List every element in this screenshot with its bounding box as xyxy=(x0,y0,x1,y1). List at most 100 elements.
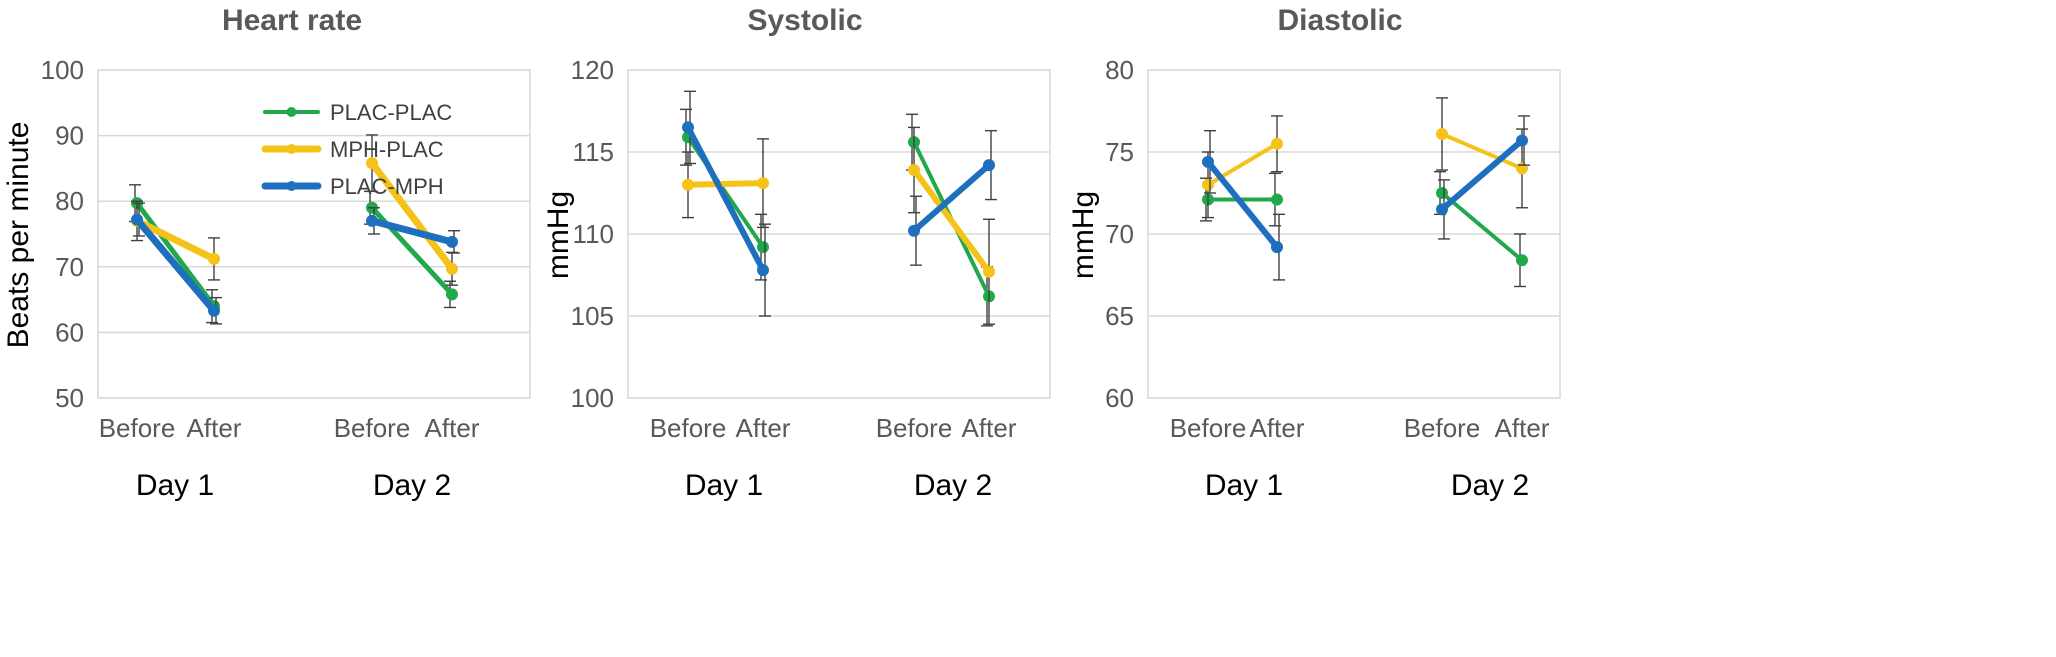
series-plac-plac xyxy=(129,184,458,324)
series-plac-mph xyxy=(682,90,997,317)
y-axis-label: mmHg xyxy=(1067,191,1100,279)
series-line xyxy=(368,159,456,273)
x-tick-label: After xyxy=(187,413,242,443)
y-tick-label: 120 xyxy=(571,55,614,85)
series-line xyxy=(685,180,766,188)
data-point xyxy=(208,304,220,317)
y-axis-label: mmHg xyxy=(542,191,575,279)
x-tick-label: After xyxy=(1250,413,1305,443)
x-tick-label: Before xyxy=(1170,413,1247,443)
y-tick-label: 65 xyxy=(1105,301,1134,331)
chart-panel-2: Systolic mmHg 100 105 110 115 120 Before After Da… xyxy=(542,4,1051,502)
y-tick-label: 100 xyxy=(41,55,84,85)
data-point xyxy=(1271,193,1283,206)
x-tick-label: Before xyxy=(876,413,953,443)
series-line xyxy=(685,124,766,274)
x-tick-label: Before xyxy=(1404,413,1481,443)
y-tick-label: 90 xyxy=(55,121,84,151)
series-plac-mph xyxy=(1202,115,1530,281)
legend-label: PLAC-MPH xyxy=(330,174,444,199)
legend-marker xyxy=(286,107,297,117)
legend-label: MPH-PLAC xyxy=(330,137,444,162)
data-point xyxy=(366,214,378,227)
data-point xyxy=(446,235,458,248)
x-tick-label: After xyxy=(1495,413,1550,443)
x-tick-label: Before xyxy=(99,413,176,443)
legend-marker xyxy=(286,181,297,191)
data-point xyxy=(1516,134,1528,147)
plot-area xyxy=(97,69,531,399)
legend-label: PLAC-PLAC xyxy=(330,100,452,125)
series-line xyxy=(133,217,218,263)
series-plac-plac xyxy=(1200,170,1528,288)
group-label: Day 2 xyxy=(1451,469,1529,502)
data-point xyxy=(366,157,378,170)
y-tick-label: 110 xyxy=(573,219,614,249)
data-point xyxy=(131,213,143,226)
data-point xyxy=(446,288,458,301)
y-tick-label: 60 xyxy=(55,317,84,347)
legend: PLAC-PLAC MPH-PLAC PLAC-MPH xyxy=(261,100,452,199)
plot-area xyxy=(627,69,1051,399)
series-line xyxy=(911,162,992,234)
data-point xyxy=(1436,127,1448,140)
data-point xyxy=(1202,178,1214,191)
x-tick-label: After xyxy=(425,413,480,443)
x-tick-label: After xyxy=(736,413,791,443)
data-point xyxy=(1516,162,1528,175)
data-point xyxy=(757,241,769,254)
data-point xyxy=(682,178,694,191)
series-line xyxy=(133,216,218,315)
series-line xyxy=(368,217,456,246)
group-label: Day 2 xyxy=(373,469,451,502)
group-label: Day 1 xyxy=(1205,469,1283,502)
chart-title: Diastolic xyxy=(1277,4,1402,37)
data-point xyxy=(1202,155,1214,168)
plot-area xyxy=(1147,69,1561,399)
y-tick-label: 115 xyxy=(573,137,614,167)
y-axis-label: Beats per minute xyxy=(2,122,35,349)
chart-title: Systolic xyxy=(747,4,862,37)
y-tick-label: 80 xyxy=(1105,55,1134,85)
data-point xyxy=(1516,254,1528,267)
y-tick-label: 50 xyxy=(55,383,84,413)
data-point xyxy=(682,121,694,134)
series-plac-mph xyxy=(131,202,460,325)
data-point xyxy=(908,164,920,177)
series-line xyxy=(1440,191,1524,263)
data-point xyxy=(983,159,995,172)
y-tick-label: 80 xyxy=(55,186,84,216)
data-point xyxy=(1271,241,1283,254)
data-point xyxy=(757,177,769,190)
x-tick-label: Before xyxy=(650,413,727,443)
group-label: Day 1 xyxy=(136,469,214,502)
data-point xyxy=(208,252,220,265)
data-point xyxy=(908,224,920,237)
y-tick-label: 100 xyxy=(571,383,614,413)
y-tick-label: 60 xyxy=(1105,383,1134,413)
data-point xyxy=(446,262,458,275)
series-line xyxy=(134,200,217,309)
legend-marker xyxy=(286,144,297,154)
group-label: Day 2 xyxy=(914,469,992,502)
y-tick-label: 70 xyxy=(55,252,84,282)
series-mph-plac xyxy=(682,126,995,325)
x-tick-label: Before xyxy=(334,413,411,443)
data-point xyxy=(1436,187,1448,199)
y-tick-label: 75 xyxy=(1105,137,1134,167)
series-line xyxy=(1439,137,1525,213)
series-line xyxy=(911,167,992,275)
y-tick-label: 70 xyxy=(1105,219,1134,249)
chart-panel-1: Heart rate Beats per minute 50 60 70 80 90 100 B… xyxy=(2,4,531,502)
group-label: Day 1 xyxy=(685,469,763,502)
data-point xyxy=(983,265,995,278)
data-point xyxy=(1271,137,1283,150)
x-tick-label: After xyxy=(962,413,1017,443)
data-point xyxy=(1436,203,1448,216)
data-point xyxy=(757,264,769,277)
series-mph-plac xyxy=(131,134,458,286)
chart-title: Heart rate xyxy=(222,4,362,37)
series-line xyxy=(1205,158,1280,251)
